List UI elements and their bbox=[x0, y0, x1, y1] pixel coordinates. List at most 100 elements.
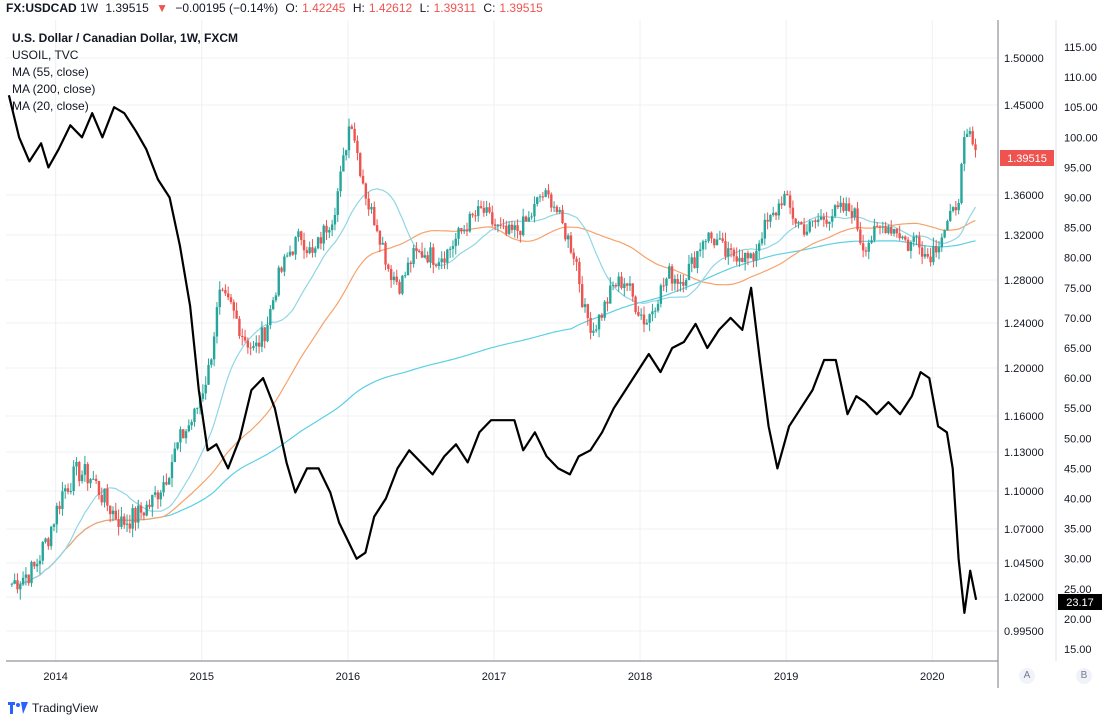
candle-body bbox=[710, 232, 713, 239]
candle-body bbox=[637, 312, 640, 316]
high-value: 1.42612 bbox=[368, 1, 413, 15]
candle-body bbox=[319, 237, 323, 244]
candle-body bbox=[746, 252, 750, 259]
candle-body bbox=[800, 222, 803, 225]
candle-body bbox=[572, 252, 575, 259]
candle-body bbox=[960, 163, 963, 203]
candle-body bbox=[83, 464, 87, 475]
down-arrow-icon: ▼ bbox=[156, 1, 168, 15]
candle-body bbox=[772, 212, 775, 215]
candle-body bbox=[359, 153, 362, 176]
candle-body bbox=[780, 203, 783, 206]
candle-body bbox=[915, 236, 918, 238]
candle-body bbox=[642, 314, 646, 325]
candle-body bbox=[460, 228, 463, 232]
candle-body bbox=[229, 297, 233, 303]
candle-body bbox=[625, 283, 629, 286]
candle-body bbox=[201, 393, 205, 399]
candle-body bbox=[24, 574, 28, 578]
candle-body bbox=[274, 295, 278, 301]
candle-body bbox=[729, 248, 733, 250]
legend-title[interactable]: U.S. Dollar / Canadian Dollar, 1W, FXCM bbox=[12, 31, 239, 45]
candle-body bbox=[75, 462, 78, 467]
candle-body bbox=[592, 330, 595, 333]
candle-body bbox=[38, 560, 42, 565]
open-label: O: bbox=[285, 1, 299, 15]
candle-body bbox=[777, 203, 781, 216]
candle-body bbox=[148, 504, 151, 507]
usoil-tick-label: 55.00 bbox=[1064, 403, 1092, 415]
candle-body bbox=[533, 203, 536, 217]
candle-body bbox=[86, 464, 89, 484]
usoil-tick-label: 110.00 bbox=[1064, 72, 1097, 84]
candle-body bbox=[811, 220, 814, 222]
candle-body bbox=[701, 241, 705, 250]
candle-body bbox=[420, 251, 424, 258]
candle-body bbox=[566, 235, 570, 240]
legend-ma20[interactable]: MA (20, close) bbox=[12, 99, 89, 113]
candle-body bbox=[375, 225, 379, 232]
candle-body bbox=[659, 285, 663, 304]
candle-body bbox=[13, 580, 16, 584]
candle-body bbox=[536, 197, 539, 204]
legend-overlay[interactable]: USOIL, TVC bbox=[12, 48, 79, 62]
candle-body bbox=[27, 574, 30, 584]
candle-body bbox=[361, 175, 365, 184]
auto-scale-button[interactable]: A bbox=[1019, 668, 1035, 684]
candle-body bbox=[297, 231, 300, 238]
candle-body bbox=[69, 491, 73, 493]
candle-body bbox=[353, 128, 356, 141]
candle-body bbox=[283, 256, 286, 272]
interval[interactable]: 1W bbox=[80, 1, 99, 15]
usdcad-tick-label: 1.24000 bbox=[1004, 318, 1044, 330]
candle-body bbox=[103, 488, 106, 503]
candle-body bbox=[786, 193, 789, 196]
legend-ma200[interactable]: MA (200, close) bbox=[12, 82, 96, 96]
candle-body bbox=[724, 241, 727, 257]
candle-body bbox=[547, 190, 550, 195]
candle-body bbox=[828, 221, 831, 224]
candle-body bbox=[859, 229, 862, 244]
candle-body bbox=[403, 275, 407, 277]
candle-body bbox=[763, 219, 767, 239]
tradingview-brand[interactable]: TradingView bbox=[8, 701, 98, 715]
candle-body bbox=[752, 253, 755, 261]
candle-body bbox=[111, 510, 115, 515]
candle-body bbox=[330, 224, 334, 231]
usdcad-candles bbox=[10, 118, 977, 600]
candle-body bbox=[946, 220, 949, 231]
candle-body bbox=[58, 505, 61, 510]
tradingview-logo-icon bbox=[8, 702, 28, 714]
candle-body bbox=[72, 466, 75, 492]
candle-body bbox=[153, 492, 157, 495]
candle-body bbox=[196, 407, 199, 409]
candle-body bbox=[100, 495, 103, 503]
candle-body bbox=[836, 205, 840, 208]
candle-body bbox=[715, 239, 719, 246]
candle-body bbox=[949, 210, 952, 221]
usoil-tick-label: 85.00 bbox=[1064, 223, 1092, 235]
legend-ma55[interactable]: MA (55, close) bbox=[12, 65, 89, 79]
candle-body bbox=[707, 232, 710, 242]
candle-body bbox=[564, 223, 567, 240]
candle-body bbox=[235, 310, 238, 319]
candle-body bbox=[890, 226, 893, 234]
symbol-name[interactable]: FX:USDCAD bbox=[6, 1, 77, 15]
candle-body bbox=[406, 262, 410, 276]
candle-body bbox=[280, 267, 283, 272]
candle-body bbox=[142, 512, 146, 516]
candle-body bbox=[904, 236, 907, 240]
candle-body bbox=[847, 203, 851, 212]
candle-body bbox=[499, 224, 502, 226]
scale-b-button[interactable]: B bbox=[1076, 668, 1092, 684]
candle-body bbox=[485, 207, 488, 213]
symbol-header: FX:USDCAD 1W 1.39515 ▼ −0.00195 (−0.14%)… bbox=[6, 0, 547, 16]
candle-body bbox=[873, 225, 876, 241]
usoil-tick-label: 30.00 bbox=[1064, 554, 1092, 566]
candle-body bbox=[193, 408, 196, 422]
candle-body bbox=[704, 241, 708, 243]
candle-body bbox=[215, 307, 219, 337]
candle-body bbox=[47, 538, 50, 547]
candle-body bbox=[954, 207, 958, 211]
